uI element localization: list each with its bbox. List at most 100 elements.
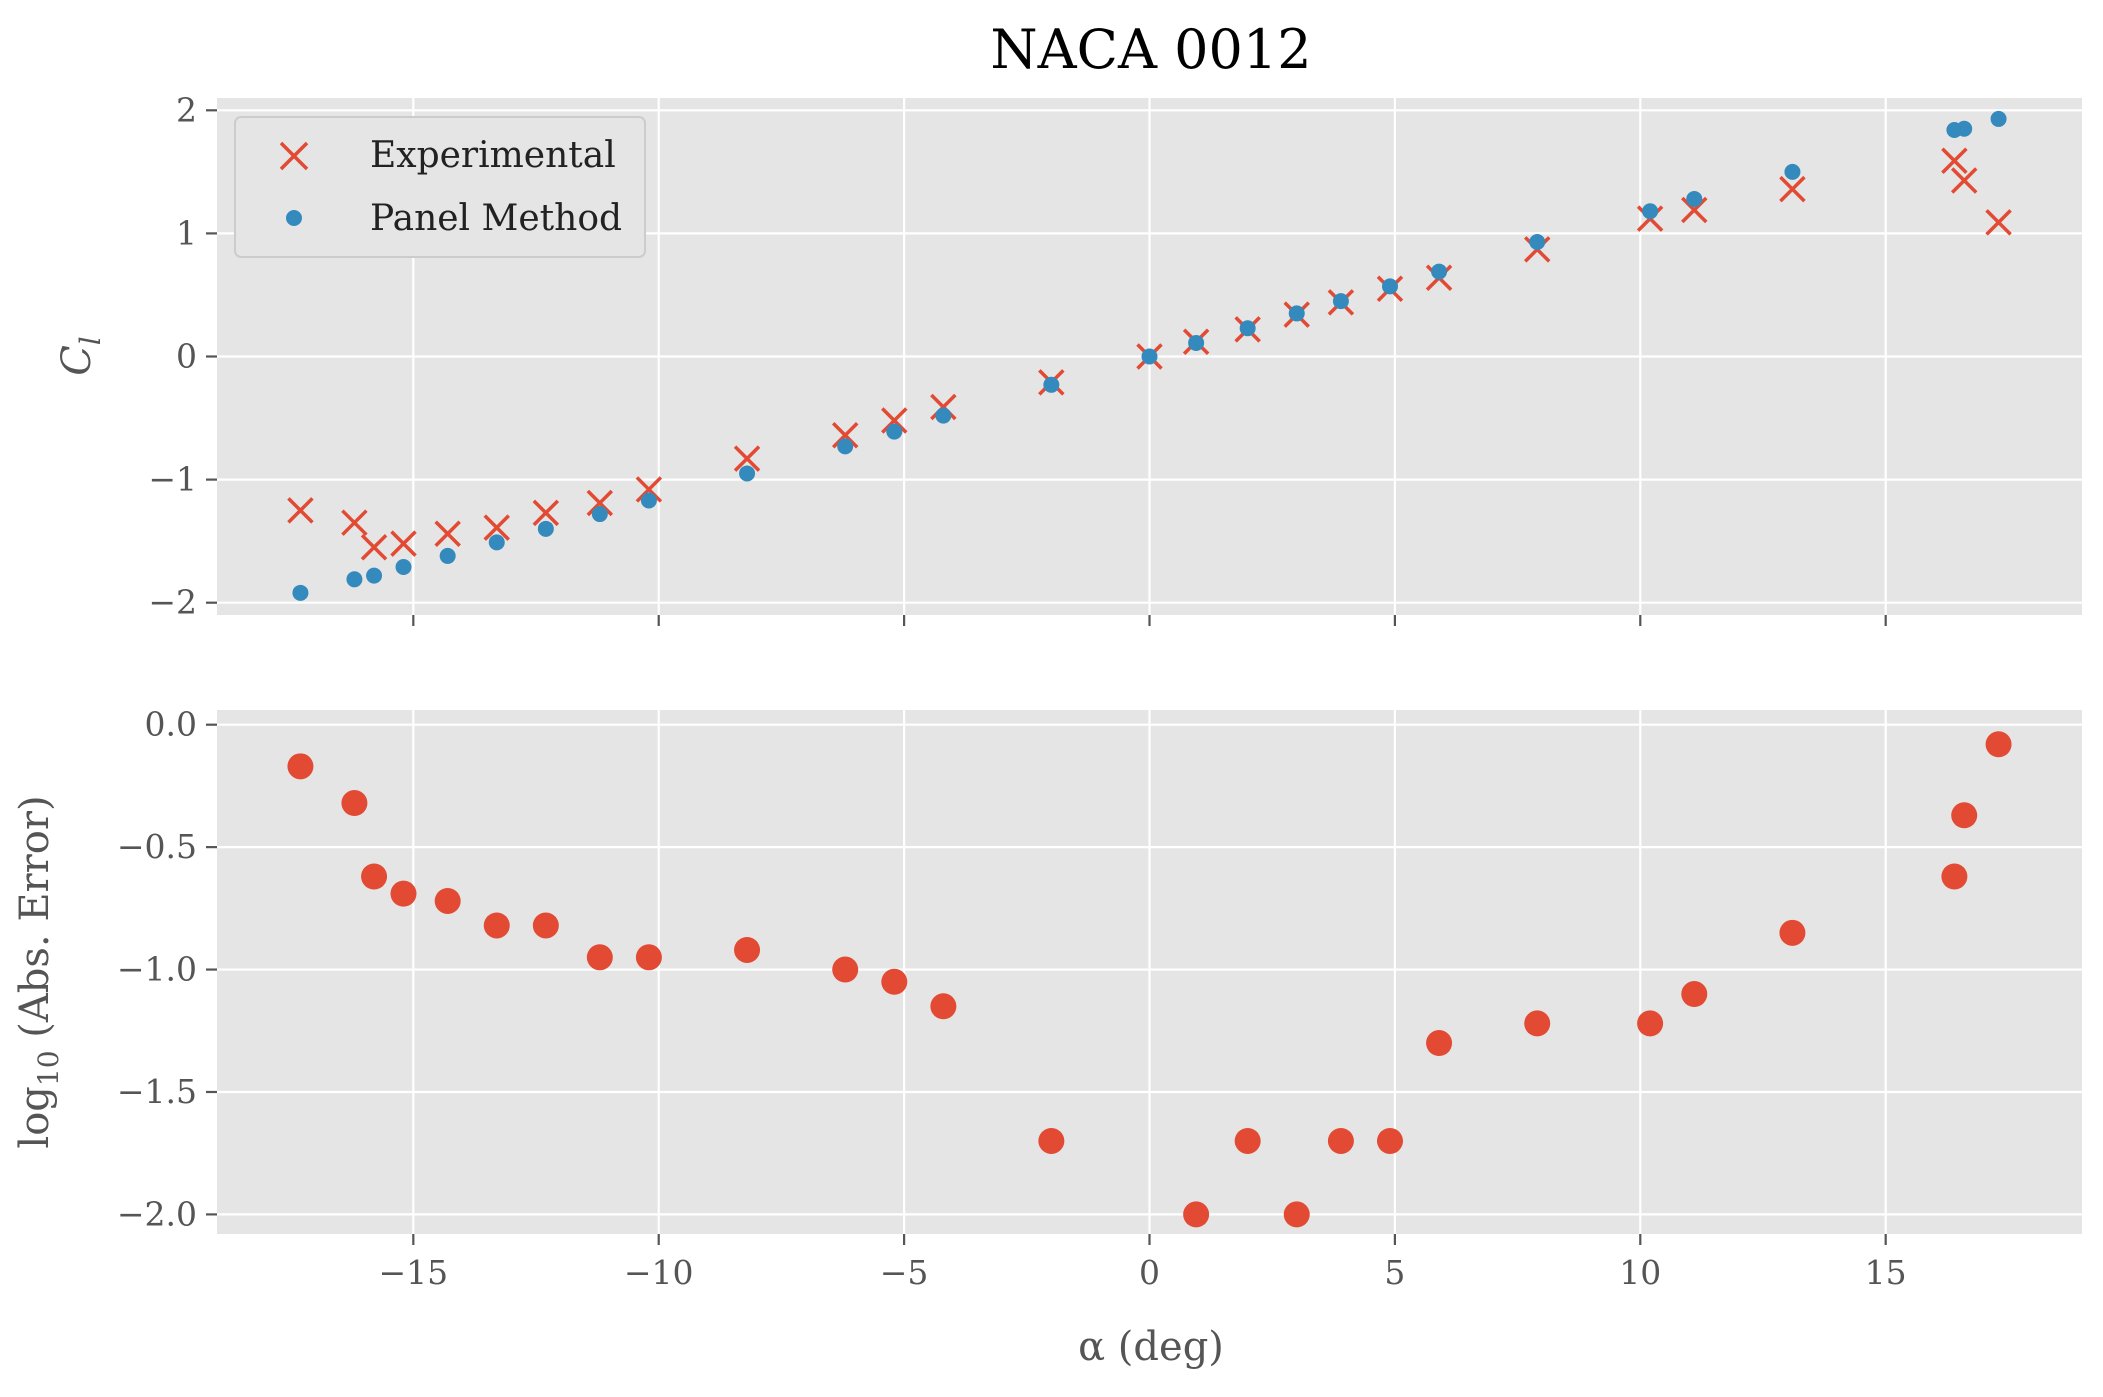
experimental-point xyxy=(1950,167,1978,194)
experimental-point-stroke xyxy=(635,476,663,503)
experimental-point-stroke xyxy=(1941,147,1968,175)
legend-label-experimental: Experimental xyxy=(370,135,616,176)
y-axis-label-top: Cl xyxy=(54,336,107,376)
experimental-point xyxy=(434,520,461,547)
experimental-point-stroke xyxy=(390,530,417,557)
experimental-point xyxy=(390,530,417,557)
y-axis-label-bottom: log10 (Abs. Error) xyxy=(12,795,65,1148)
experimental-point xyxy=(341,509,368,536)
x-tick-label: −5 xyxy=(880,1253,929,1292)
error-point xyxy=(1951,802,1978,829)
y-tick-label: 0 xyxy=(176,337,197,376)
panel-method-point xyxy=(366,567,383,584)
y-tick-label: 1 xyxy=(176,213,197,252)
experimental-point-stroke xyxy=(1950,167,1978,194)
panel-method-point xyxy=(1288,305,1305,322)
y-axis-label-sub: l xyxy=(74,336,107,345)
x-axis-label: α (deg) xyxy=(1078,1324,1224,1370)
error-point xyxy=(532,912,559,939)
panel-method-point xyxy=(1642,203,1659,220)
y-tick-label: −2 xyxy=(148,583,197,622)
x-tick-label: 10 xyxy=(1619,1253,1661,1292)
panel-method-point xyxy=(346,571,363,588)
lift-coefficient-panel: 2 1 0 −1 −2 Cl Experimental Panel Method xyxy=(54,90,2082,626)
error-point xyxy=(734,936,761,963)
experimental-point xyxy=(733,445,761,472)
y-tick-label: −1.5 xyxy=(117,1072,197,1111)
panel-method-point xyxy=(1239,320,1256,337)
experimental-point-stroke xyxy=(1779,175,1806,203)
panel-method-point xyxy=(1381,278,1398,295)
error-point xyxy=(1038,1127,1065,1154)
y-tick-label: −2.0 xyxy=(117,1194,197,1233)
y-tick-label: −1 xyxy=(148,460,197,499)
chart-title: NACA 0012 xyxy=(990,18,1311,81)
error-point xyxy=(1941,863,1968,890)
panel-method-point xyxy=(395,558,412,575)
y-axis-label-bottom-main: log xyxy=(12,1086,58,1148)
error-point xyxy=(1183,1201,1210,1228)
experimental-point-stroke xyxy=(341,509,368,536)
panel-method-point xyxy=(1686,190,1703,207)
experimental-point xyxy=(881,407,908,434)
panel-method-point xyxy=(1431,263,1448,280)
panel-method-point xyxy=(439,547,456,564)
y-tick-label: 0.0 xyxy=(145,705,197,744)
ticks-bottom: −15 −10 −5 0 5 10 15 0.0 −0.5 −1.0 −1.5 −2.0 xyxy=(117,705,1907,1292)
error-point xyxy=(832,956,859,983)
experimental-point xyxy=(1681,196,1708,224)
error-point xyxy=(1234,1127,1261,1154)
experimental-point-stroke xyxy=(831,422,859,449)
legend: Experimental Panel Method xyxy=(234,116,646,258)
y-axis-label-bottom-sub: 10 xyxy=(32,1050,65,1086)
marks-bottom xyxy=(287,731,2012,1228)
y-axis-label-main: C xyxy=(54,345,100,376)
experimental-point xyxy=(1985,209,2012,236)
legend-box xyxy=(234,116,646,258)
error-point xyxy=(341,790,368,817)
experimental-point xyxy=(831,422,859,449)
panel-method-point xyxy=(837,438,854,455)
error-point xyxy=(1376,1127,1403,1154)
panel-method-point xyxy=(1043,376,1060,393)
panel-method-point xyxy=(1188,334,1205,351)
experimental-point xyxy=(287,497,314,524)
error-point xyxy=(1426,1030,1453,1057)
panel-method-point xyxy=(1332,293,1349,310)
error-point xyxy=(586,944,613,971)
experimental-point xyxy=(1941,147,1968,175)
error-point xyxy=(1327,1127,1354,1154)
error-point xyxy=(635,944,662,971)
experimental-point-stroke xyxy=(1985,209,2012,236)
error-panel: −15 −10 −5 0 5 10 15 0.0 −0.5 −1.0 −1.5 −2.0 log10 … xyxy=(12,705,2082,1370)
error-point xyxy=(930,993,957,1020)
experimental-point xyxy=(635,476,663,503)
error-point xyxy=(1524,1010,1551,1037)
grid-bottom xyxy=(217,710,2082,1234)
y-axis-label-bottom-rest: (Abs. Error) xyxy=(12,795,58,1050)
x-tick-label: −10 xyxy=(624,1253,694,1292)
legend-label-panel-method: Panel Method xyxy=(370,198,622,239)
ticks-top: 2 1 0 −1 −2 xyxy=(148,90,1887,626)
panel-method-point xyxy=(292,584,309,601)
panel-method-point xyxy=(1141,348,1158,365)
panel-method-point xyxy=(640,492,657,509)
panel-method-point xyxy=(1990,110,2007,127)
panel-method-point xyxy=(591,506,608,523)
panel-method-point xyxy=(1956,120,1973,137)
panel-method-point xyxy=(1784,163,1801,180)
error-point xyxy=(434,887,461,914)
error-point xyxy=(1779,919,1806,946)
experimental-point-stroke xyxy=(586,489,614,517)
error-point xyxy=(881,968,908,995)
error-point xyxy=(287,753,314,780)
experimental-point xyxy=(483,514,510,541)
experimental-point-stroke xyxy=(881,407,908,434)
y-tick-label: −1.0 xyxy=(117,950,197,989)
x-tick-label: 0 xyxy=(1139,1253,1160,1292)
x-tick-label: 5 xyxy=(1384,1253,1405,1292)
experimental-point-stroke xyxy=(733,445,761,472)
experimental-point xyxy=(360,534,388,561)
error-point xyxy=(1985,731,2012,758)
